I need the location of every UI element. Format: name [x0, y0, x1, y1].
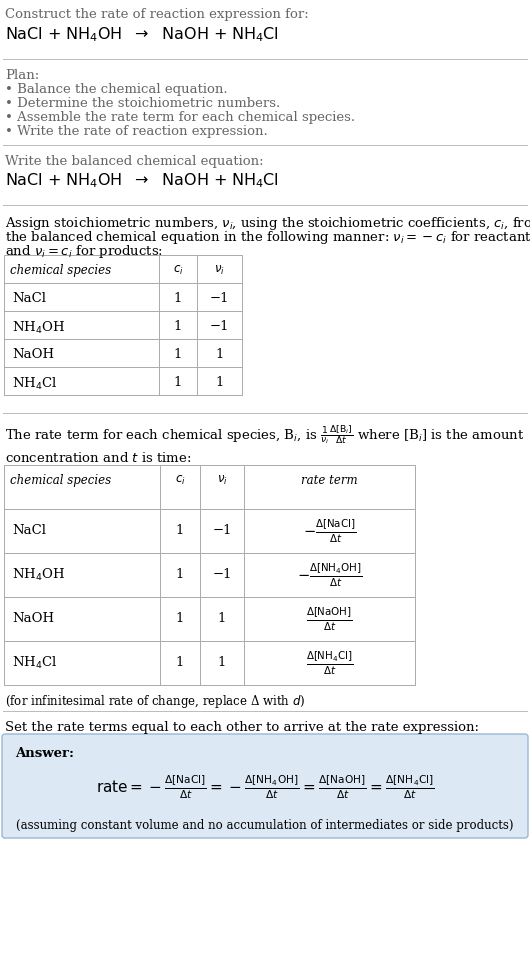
Text: 1: 1 — [176, 524, 184, 538]
Text: NH$_4$OH: NH$_4$OH — [12, 320, 65, 336]
Text: −1: −1 — [210, 320, 229, 333]
Text: • Write the rate of reaction expression.: • Write the rate of reaction expression. — [5, 125, 268, 138]
Text: chemical species: chemical species — [10, 474, 111, 487]
Text: Write the balanced chemical equation:: Write the balanced chemical equation: — [5, 155, 263, 168]
Text: 1: 1 — [218, 613, 226, 626]
Text: $-\frac{\Delta[\mathrm{NH_4OH}]}{\Delta t}$: $-\frac{\Delta[\mathrm{NH_4OH}]}{\Delta … — [297, 561, 362, 589]
Text: 1: 1 — [174, 348, 182, 361]
Text: Answer:: Answer: — [15, 747, 74, 760]
Text: −1: −1 — [210, 292, 229, 305]
Text: −1: −1 — [212, 524, 232, 538]
Text: 1: 1 — [174, 292, 182, 305]
Text: • Determine the stoichiometric numbers.: • Determine the stoichiometric numbers. — [5, 97, 280, 110]
Bar — [4, 255, 242, 395]
Text: Set the rate terms equal to each other to arrive at the rate expression:: Set the rate terms equal to each other t… — [5, 721, 479, 734]
Text: NH$_4$Cl: NH$_4$Cl — [12, 376, 58, 392]
Text: NaCl: NaCl — [12, 524, 46, 538]
Text: 1: 1 — [215, 348, 224, 361]
Text: $\frac{\Delta[\mathrm{NH_4Cl}]}{\Delta t}$: $\frac{\Delta[\mathrm{NH_4Cl}]}{\Delta t… — [306, 649, 353, 676]
Text: Assign stoichiometric numbers, $\nu_i$, using the stoichiometric coefficients, $: Assign stoichiometric numbers, $\nu_i$, … — [5, 215, 530, 232]
Text: Construct the rate of reaction expression for:: Construct the rate of reaction expressio… — [5, 8, 309, 21]
Text: NaCl: NaCl — [12, 292, 46, 305]
FancyBboxPatch shape — [2, 734, 528, 838]
Text: The rate term for each chemical species, B$_i$, is $\frac{1}{\nu_i}\frac{\Delta[: The rate term for each chemical species,… — [5, 423, 524, 446]
Text: and $\nu_i = c_i$ for products:: and $\nu_i = c_i$ for products: — [5, 243, 163, 260]
Text: $\mathrm{rate} = -\frac{\Delta[\mathrm{NaCl}]}{\Delta t} = -\frac{\Delta[\mathrm: $\mathrm{rate} = -\frac{\Delta[\mathrm{N… — [95, 773, 435, 801]
Text: the balanced chemical equation in the following manner: $\nu_i = -c_i$ for react: the balanced chemical equation in the fo… — [5, 229, 530, 246]
Text: chemical species: chemical species — [10, 264, 111, 277]
Text: • Balance the chemical equation.: • Balance the chemical equation. — [5, 83, 227, 96]
Text: 1: 1 — [215, 376, 224, 389]
Text: $c_i$: $c_i$ — [175, 474, 186, 487]
Text: NaCl + NH$_4$OH  $\rightarrow$  NaOH + NH$_4$Cl: NaCl + NH$_4$OH $\rightarrow$ NaOH + NH$… — [5, 25, 279, 44]
Text: $\frac{\Delta[\mathrm{NaOH}]}{\Delta t}$: $\frac{\Delta[\mathrm{NaOH}]}{\Delta t}$ — [306, 605, 353, 632]
Text: NaOH: NaOH — [12, 613, 54, 626]
Text: $\nu_i$: $\nu_i$ — [217, 474, 227, 487]
Text: Plan:: Plan: — [5, 69, 39, 82]
Text: $c_i$: $c_i$ — [173, 264, 183, 277]
Text: 1: 1 — [176, 613, 184, 626]
Text: (assuming constant volume and no accumulation of intermediates or side products): (assuming constant volume and no accumul… — [16, 819, 514, 832]
Text: NH$_4$Cl: NH$_4$Cl — [12, 655, 58, 671]
Text: • Assemble the rate term for each chemical species.: • Assemble the rate term for each chemic… — [5, 111, 355, 124]
Text: NH$_4$OH: NH$_4$OH — [12, 567, 65, 583]
Text: NaCl + NH$_4$OH  $\rightarrow$  NaOH + NH$_4$Cl: NaCl + NH$_4$OH $\rightarrow$ NaOH + NH$… — [5, 171, 279, 189]
Text: rate term: rate term — [301, 474, 358, 487]
Text: concentration and $t$ is time:: concentration and $t$ is time: — [5, 451, 191, 465]
Text: NaOH: NaOH — [12, 348, 54, 361]
Bar — [4, 465, 415, 685]
Text: 1: 1 — [174, 320, 182, 333]
Text: 1: 1 — [174, 376, 182, 389]
Text: $-\frac{\Delta[\mathrm{NaCl}]}{\Delta t}$: $-\frac{\Delta[\mathrm{NaCl}]}{\Delta t}… — [303, 517, 356, 545]
Text: 1: 1 — [218, 657, 226, 670]
Text: (for infinitesimal rate of change, replace Δ with $d$): (for infinitesimal rate of change, repla… — [5, 693, 305, 710]
Text: −1: −1 — [212, 568, 232, 582]
Text: 1: 1 — [176, 568, 184, 582]
Text: 1: 1 — [176, 657, 184, 670]
Text: $\nu_i$: $\nu_i$ — [214, 264, 225, 277]
